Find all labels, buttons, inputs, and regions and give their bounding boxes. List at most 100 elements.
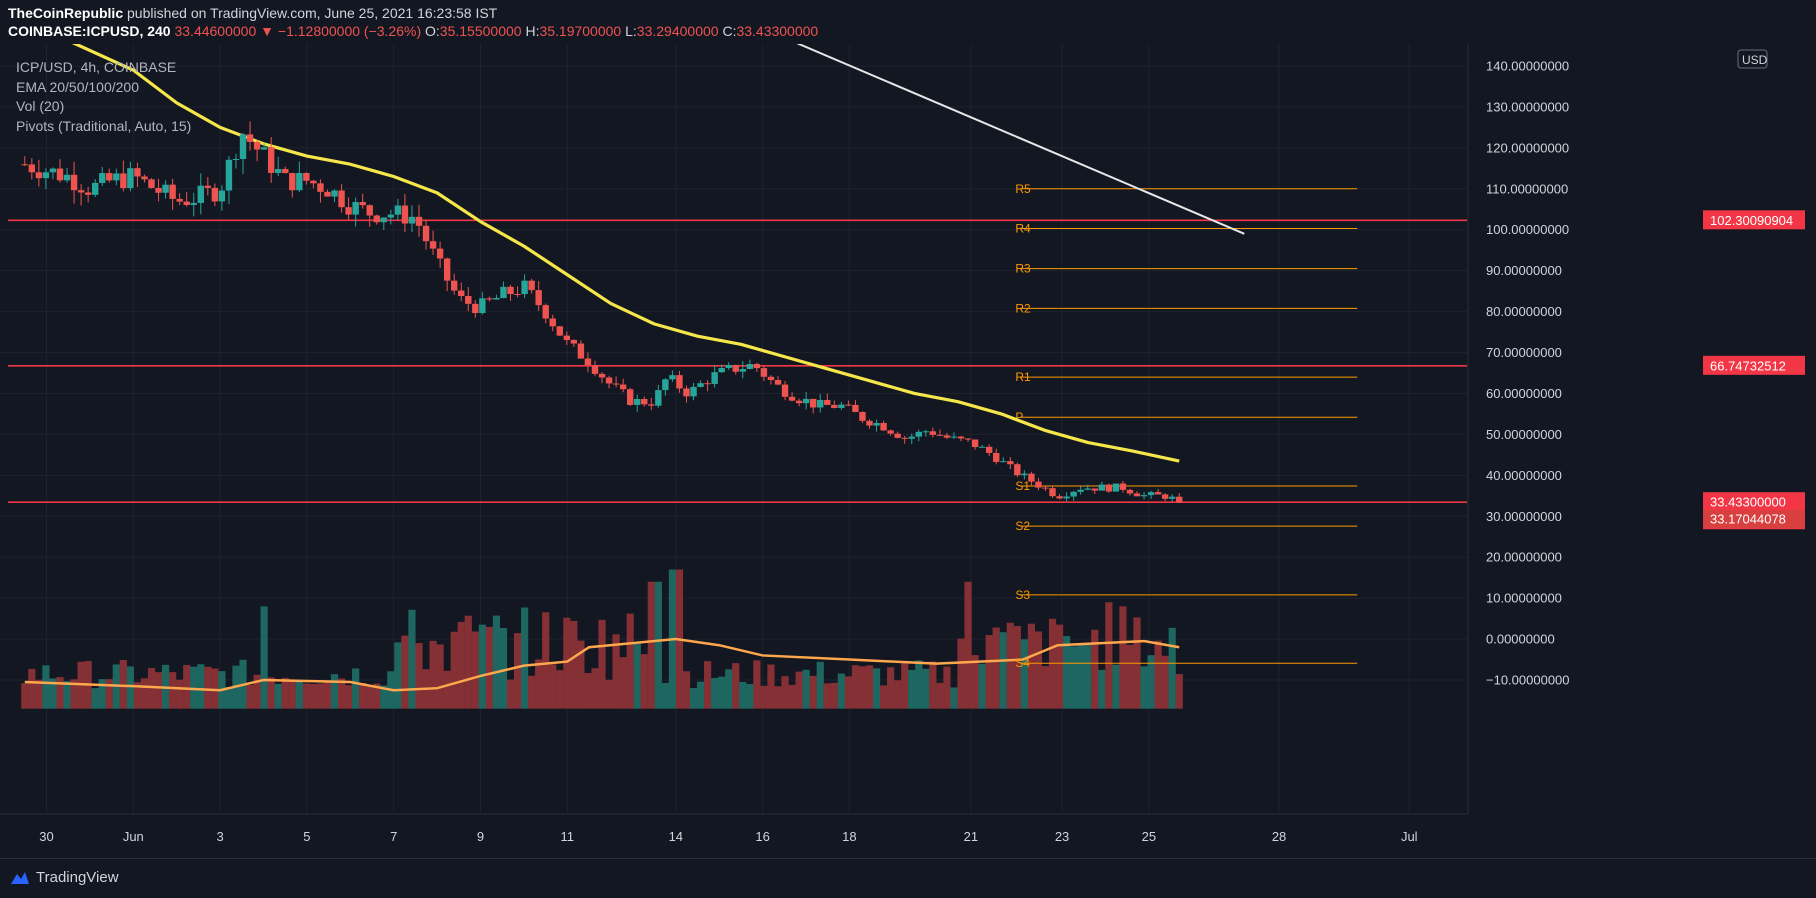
- candle-body: [894, 433, 901, 438]
- candle-body: [77, 190, 85, 193]
- time-axis-tick-label: 21: [964, 829, 978, 844]
- volume-bar: [823, 683, 831, 709]
- candle-body: [662, 379, 669, 391]
- candle-body: [908, 436, 915, 439]
- volume-bar: [711, 677, 719, 709]
- price-chart[interactable]: R5R4R3R2R1PS1S2S3S4140.00000000130.00000…: [0, 44, 1816, 858]
- candle-body: [1091, 488, 1098, 491]
- level-price-tag[interactable]: [1703, 355, 1805, 375]
- time-axis-tick-label: Jun: [123, 829, 144, 844]
- volume-bar: [563, 617, 571, 709]
- volume-bar: [682, 671, 691, 709]
- indicator-legend: ICP/USD, 4h, COINBASE EMA 20/50/100/200 …: [16, 58, 191, 136]
- volume-bar: [1175, 674, 1183, 709]
- candle-body: [1035, 481, 1042, 488]
- volume-bar: [352, 668, 360, 709]
- candle-body: [824, 399, 831, 405]
- high-value: 35.19700000: [539, 23, 622, 39]
- volume-bar: [1048, 618, 1057, 709]
- candle-body: [394, 205, 402, 215]
- candle-body: [373, 215, 380, 223]
- volume-bar: [985, 635, 993, 709]
- volume-bar: [549, 664, 557, 709]
- volume-bar: [506, 679, 515, 709]
- volume-bar: [450, 631, 458, 709]
- candle-body: [338, 190, 345, 208]
- volume-bar: [894, 680, 902, 709]
- level-price-tag[interactable]: [1703, 210, 1805, 230]
- candle-body: [465, 295, 472, 304]
- volume-bar: [915, 660, 923, 709]
- volume-bar: [394, 642, 402, 709]
- candle-body: [964, 438, 972, 440]
- volume-bar: [626, 613, 634, 709]
- level-price-tag-text: 102.30090904: [1710, 213, 1793, 228]
- candle-body: [1119, 483, 1127, 490]
- volume-bar: [591, 668, 599, 709]
- open-value: 35.15500000: [439, 23, 522, 39]
- chart-header: TheCoinRepublic published on TradingView…: [0, 0, 1816, 44]
- time-axis-tick-label: 7: [390, 829, 397, 844]
- trend-line[interactable]: [793, 44, 1245, 235]
- candle-body: [450, 280, 458, 291]
- volume-bar: [837, 673, 845, 709]
- volume-bar: [640, 654, 648, 709]
- tradingview-logo[interactable]: TradingView: [10, 869, 119, 886]
- candle-body: [648, 404, 655, 406]
- volume-bar: [598, 619, 606, 709]
- volume-bar: [971, 655, 979, 709]
- volume-bar: [844, 676, 852, 709]
- pivot-label: R4: [1015, 222, 1031, 236]
- symbol-name[interactable]: COINBASE:ICPUSD, 240: [8, 23, 171, 39]
- volume-bar: [1041, 666, 1050, 709]
- volume-bar: [119, 659, 127, 709]
- volume-bar: [197, 664, 205, 709]
- volume-bar: [978, 663, 986, 709]
- candle-body: [915, 431, 922, 437]
- time-axis-tick-label: 9: [477, 829, 484, 844]
- currency-box[interactable]: [1737, 49, 1768, 69]
- legend-volume[interactable]: Vol (20): [16, 98, 65, 114]
- volume-bar: [147, 668, 156, 709]
- candle-body: [739, 368, 747, 372]
- publisher-name[interactable]: TheCoinRepublic: [8, 5, 124, 21]
- candle-body: [1007, 461, 1014, 465]
- volume-bar: [415, 643, 423, 709]
- volume-bar: [1034, 631, 1043, 709]
- candle-body: [936, 434, 944, 436]
- candle-body: [415, 216, 423, 226]
- candle-body: [697, 383, 704, 387]
- candle-body: [859, 412, 866, 421]
- volume-bar: [1084, 644, 1092, 709]
- volume-bar: [443, 670, 451, 709]
- price-axis-tick-label: 110.00000000: [1486, 181, 1568, 196]
- candle-body: [781, 384, 789, 397]
- price-axis-tick-label: 30.00000000: [1486, 509, 1562, 524]
- candle-body: [197, 185, 204, 203]
- volume-bar: [964, 581, 972, 709]
- candle-body: [113, 173, 120, 181]
- legend-title[interactable]: ICP/USD, 4h, COINBASE: [16, 59, 177, 75]
- candle-body: [1070, 491, 1077, 497]
- volume-bar: [408, 609, 416, 709]
- volume-bar: [492, 615, 501, 709]
- pivot-label: R5: [1015, 182, 1031, 196]
- secondary-price-tag[interactable]: [1703, 510, 1805, 529]
- volume-bar: [992, 627, 1000, 709]
- candle-body: [155, 187, 162, 193]
- volume-bar: [767, 664, 775, 709]
- volume-bar: [288, 681, 296, 709]
- volume-bar: [887, 667, 895, 709]
- candle-body: [493, 298, 500, 300]
- candle-body: [549, 318, 556, 327]
- candle-body: [275, 168, 282, 173]
- legend-ema[interactable]: EMA 20/50/100/200: [16, 78, 139, 95]
- candle-body: [619, 384, 627, 390]
- published-text: published on TradingView.com, June 25, 2…: [123, 5, 498, 21]
- volume-bar: [802, 669, 810, 709]
- volume-bar: [943, 666, 951, 709]
- legend-pivots[interactable]: Pivots (Traditional, Auto, 15): [16, 117, 192, 134]
- candle-body: [458, 290, 465, 296]
- volume-bar: [1112, 664, 1120, 709]
- candle-body: [767, 376, 775, 380]
